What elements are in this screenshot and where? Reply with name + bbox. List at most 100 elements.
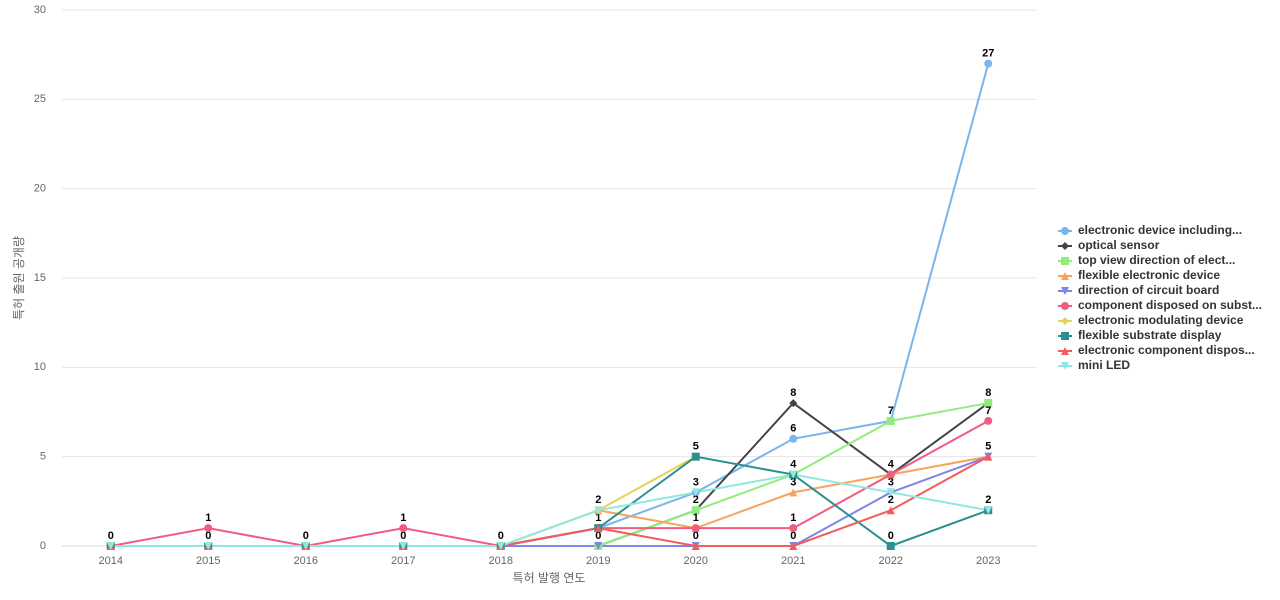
x-tick-label: 2019 bbox=[586, 555, 610, 567]
marker bbox=[399, 524, 408, 533]
marker bbox=[886, 488, 895, 497]
legend-label: electronic modulating device bbox=[1078, 313, 1244, 327]
series-line bbox=[110, 402, 989, 547]
data-label: 2 bbox=[693, 494, 699, 506]
series-line bbox=[110, 63, 990, 547]
data-label: 3 bbox=[790, 476, 796, 488]
marker bbox=[1061, 257, 1069, 265]
y-axis-title: 특허 출원 공개량 bbox=[12, 236, 26, 320]
marker bbox=[496, 542, 505, 550]
data-label: 7 bbox=[888, 405, 894, 417]
series-line bbox=[110, 473, 989, 547]
series-line bbox=[110, 455, 989, 547]
marker bbox=[594, 524, 603, 533]
x-tick-label: 2017 bbox=[391, 555, 415, 567]
data-label: 2 bbox=[888, 494, 894, 506]
marker bbox=[1061, 287, 1069, 295]
series-line bbox=[110, 455, 989, 547]
legend-label: direction of circuit board bbox=[1078, 283, 1219, 297]
x-axis-title: 특허 발행 연도 bbox=[513, 570, 586, 585]
data-label: 2 bbox=[595, 494, 601, 506]
legend-label: component disposed on subst... bbox=[1078, 298, 1262, 312]
marker bbox=[886, 542, 895, 550]
data-label: 5 bbox=[985, 441, 991, 453]
marker bbox=[789, 470, 798, 479]
y-tick-label: 10 bbox=[34, 361, 46, 373]
marker bbox=[984, 506, 993, 515]
marker bbox=[789, 524, 798, 533]
marker bbox=[204, 524, 213, 533]
data-label: 5 bbox=[693, 441, 699, 453]
y-tick-label: 15 bbox=[34, 272, 46, 284]
data-label: 0 bbox=[303, 530, 309, 542]
marker bbox=[204, 542, 213, 550]
x-tick-label: 2014 bbox=[99, 555, 123, 567]
y-tick-label: 0 bbox=[40, 540, 46, 552]
x-tick-label: 2018 bbox=[489, 555, 513, 567]
marker bbox=[789, 399, 798, 408]
data-label: 8 bbox=[790, 387, 796, 399]
marker bbox=[1061, 347, 1069, 355]
legend-label: optical sensor bbox=[1078, 238, 1160, 252]
data-label: 4 bbox=[888, 458, 895, 470]
x-tick-label: 2021 bbox=[781, 555, 805, 567]
x-tick-label: 2015 bbox=[196, 555, 220, 567]
y-tick-label: 20 bbox=[34, 183, 46, 195]
marker bbox=[789, 542, 798, 550]
x-tick-label: 2020 bbox=[684, 555, 708, 567]
y-tick-label: 25 bbox=[34, 93, 46, 105]
data-label: 0 bbox=[693, 530, 699, 542]
marker bbox=[984, 452, 993, 461]
marker bbox=[1061, 227, 1069, 235]
series-line bbox=[110, 455, 989, 548]
marker bbox=[886, 506, 895, 515]
y-tick-label: 30 bbox=[34, 4, 46, 16]
marker bbox=[301, 542, 310, 550]
data-label: 1 bbox=[790, 512, 796, 524]
x-tick-label: 2022 bbox=[879, 555, 903, 567]
marker bbox=[1061, 317, 1069, 325]
marker bbox=[984, 399, 993, 408]
marker bbox=[691, 542, 700, 550]
data-label: 0 bbox=[400, 530, 406, 542]
marker bbox=[691, 524, 700, 533]
marker bbox=[594, 506, 603, 515]
marker bbox=[789, 434, 798, 443]
marker bbox=[789, 488, 798, 497]
y-tick-label: 5 bbox=[40, 451, 46, 463]
marker bbox=[1061, 332, 1069, 340]
data-label: 0 bbox=[888, 530, 894, 542]
marker bbox=[399, 542, 408, 550]
marker bbox=[594, 542, 603, 550]
x-tick-label: 2016 bbox=[294, 555, 318, 567]
data-label: 0 bbox=[108, 530, 114, 542]
marker bbox=[1061, 272, 1069, 280]
data-label: 1 bbox=[693, 512, 699, 524]
data-label: 0 bbox=[498, 530, 504, 542]
legend-label: electronic component dispos... bbox=[1078, 343, 1255, 357]
marker bbox=[984, 416, 993, 425]
data-label: 1 bbox=[205, 512, 211, 524]
marker bbox=[691, 452, 700, 461]
data-label: 8 bbox=[985, 387, 991, 399]
data-label: 2 bbox=[985, 494, 991, 506]
data-label: 7 bbox=[985, 405, 991, 417]
data-label: 27 bbox=[982, 48, 994, 60]
marker bbox=[691, 488, 700, 497]
legend-label: electronic device including... bbox=[1078, 223, 1242, 237]
legend-label: top view direction of elect... bbox=[1078, 253, 1235, 267]
marker bbox=[886, 416, 895, 425]
legend-label: mini LED bbox=[1078, 358, 1130, 372]
data-label: 1 bbox=[595, 512, 601, 524]
marker bbox=[886, 470, 895, 479]
data-label: 0 bbox=[790, 530, 796, 542]
legend-label: flexible substrate display bbox=[1078, 328, 1222, 342]
marker bbox=[1061, 362, 1069, 370]
data-label: 6 bbox=[790, 423, 796, 435]
legend-label: flexible electronic device bbox=[1078, 268, 1220, 282]
data-label: 3 bbox=[888, 476, 894, 488]
marker bbox=[691, 506, 700, 515]
marker bbox=[1061, 302, 1069, 310]
series-line bbox=[110, 455, 989, 547]
